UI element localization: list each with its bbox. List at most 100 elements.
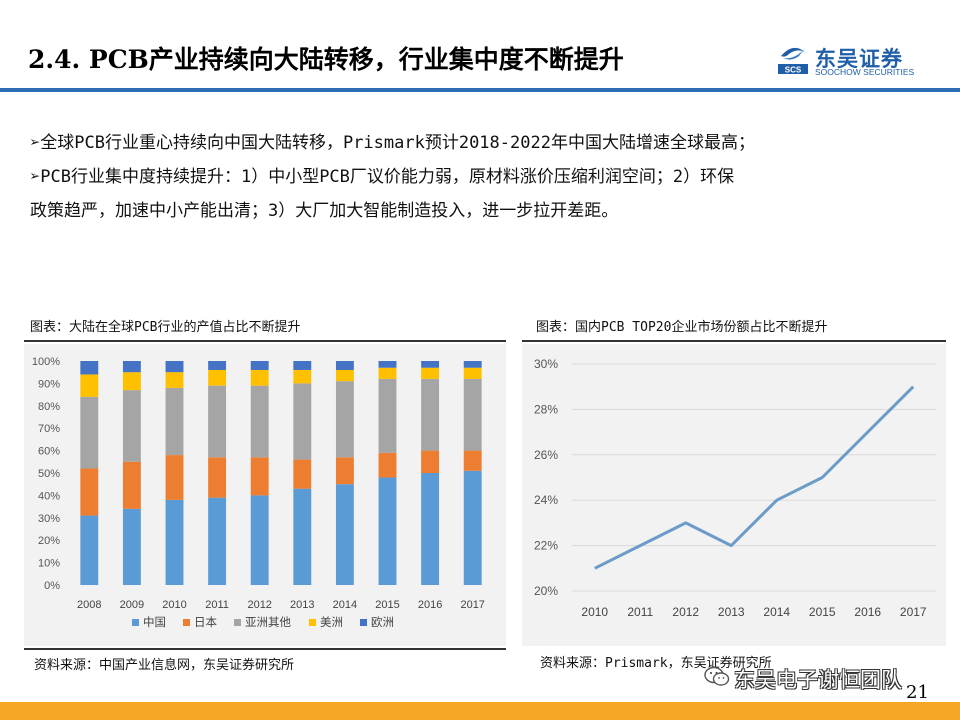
x-tick-label: 2009 bbox=[120, 599, 144, 611]
y-tick-label: 70% bbox=[38, 423, 60, 435]
left-figure-source: 资料来源：中国产业信息网，东吴证券研究所 bbox=[34, 658, 295, 673]
legend-swatch bbox=[132, 619, 139, 626]
bar-segment bbox=[463, 361, 482, 368]
y-tick-label: 90% bbox=[38, 378, 60, 390]
bar-segment bbox=[208, 497, 227, 585]
bar-segment bbox=[208, 361, 227, 370]
bar-segment bbox=[293, 488, 312, 585]
legend-label: 亚洲其他 bbox=[245, 616, 291, 629]
bar-segment bbox=[122, 461, 141, 509]
bullet-text: 全球PCB行业重心持续向中国大陆转移，Prismark预计2018-2022年中… bbox=[40, 133, 755, 153]
soochow-logo-icon: SCS bbox=[778, 47, 808, 75]
x-tick-label: 2010 bbox=[581, 605, 608, 619]
bullet-item: ➢全球PCB行业重心持续向中国大陆转移，Prismark预计2018-2022年… bbox=[30, 126, 940, 160]
y-tick-label: 80% bbox=[38, 401, 60, 413]
watermark-text: 东吴电子谢恒团队 bbox=[734, 668, 902, 692]
x-tick-label: 2014 bbox=[763, 605, 790, 619]
bar-segment bbox=[165, 387, 184, 456]
bullet-text-continued: 政策趋严，加速中小产能出清；3）大厂加大智能制造投入，进一步拉开差距。 bbox=[30, 201, 619, 221]
bar-segment bbox=[250, 385, 269, 458]
x-tick-label: 2017 bbox=[900, 605, 927, 619]
x-tick-label: 2013 bbox=[290, 599, 314, 611]
bar-segment bbox=[421, 361, 440, 368]
bar-segment bbox=[80, 468, 99, 516]
legend-label: 欧洲 bbox=[371, 616, 394, 629]
stacked-bar-chart: 0% 10% 20% 30% 40% 50% 60% 70% 80% 90% 100% 2008 20… bbox=[32, 356, 485, 629]
bar-segment bbox=[335, 484, 354, 585]
bullet-marker-icon: ➢ bbox=[30, 133, 41, 153]
x-tick-label: 2016 bbox=[418, 599, 442, 611]
bar-segment bbox=[80, 515, 99, 585]
x-tick-label: 2008 bbox=[77, 599, 101, 611]
y-tick-label: 10% bbox=[38, 558, 60, 570]
legend-swatch bbox=[360, 619, 367, 626]
line-chart: 20% 22% 24% 26% 28% 30% 2010 2011 2012 2013 2014 2… bbox=[534, 357, 936, 619]
slide-title: 2.4. PCB产业持续向大陆转移，行业集中度不断提升 bbox=[28, 45, 624, 74]
y-tick-label: 100% bbox=[32, 356, 60, 368]
x-tick-label: 2016 bbox=[854, 605, 881, 619]
x-tick-label: 2012 bbox=[672, 605, 699, 619]
bar-segment bbox=[122, 372, 141, 391]
bar-segment bbox=[335, 457, 354, 485]
brand-logo: SCS 东吴证券 SOOCHOW SECURITIES bbox=[777, 42, 937, 78]
bar-segment bbox=[421, 473, 440, 585]
legend-label: 美洲 bbox=[320, 615, 343, 629]
wechat-icon bbox=[704, 666, 730, 686]
y-tick-label: 24% bbox=[534, 493, 558, 507]
logo-name-en: SOOCHOW SECURITIES bbox=[815, 67, 915, 77]
bar-segment bbox=[122, 390, 141, 462]
page-number: 21 bbox=[906, 682, 929, 703]
bar-segment bbox=[250, 361, 269, 370]
bar-segment bbox=[208, 385, 227, 458]
bar-segment bbox=[421, 450, 440, 473]
legend-label: 日本 bbox=[194, 615, 217, 629]
bar-segment bbox=[122, 508, 141, 585]
bar-segment bbox=[378, 361, 397, 368]
bar-segment bbox=[335, 369, 354, 382]
title-divider bbox=[0, 88, 960, 92]
x-tick-label: 2017 bbox=[460, 599, 484, 611]
bar-segment bbox=[122, 361, 141, 373]
bar-segment bbox=[293, 459, 312, 489]
legend-label: 中国 bbox=[143, 616, 166, 629]
bar-segment bbox=[378, 378, 397, 453]
y-tick-label: 22% bbox=[534, 539, 558, 553]
bar-segment bbox=[463, 378, 482, 451]
bar-segment bbox=[165, 372, 184, 388]
x-tick-label: 2011 bbox=[205, 599, 229, 611]
x-tick-label: 2015 bbox=[809, 605, 836, 619]
line-chart-panel: 20% 22% 24% 26% 28% 30% 2010 2011 2012 2013 2014 2… bbox=[522, 344, 946, 646]
logo-mark-text: SCS bbox=[785, 66, 802, 75]
bar-segment bbox=[421, 367, 440, 379]
bar-segment bbox=[463, 470, 482, 585]
right-figure-caption: 图表：国内PCB TOP20企业市场份额占比不断提升 bbox=[536, 320, 828, 335]
left-source-rule bbox=[24, 648, 506, 650]
bar-segment bbox=[250, 457, 269, 496]
bar-segment bbox=[335, 381, 354, 458]
bar-segment bbox=[421, 378, 440, 451]
bar-segment bbox=[165, 455, 184, 500]
y-tick-label: 50% bbox=[38, 468, 60, 480]
bar-segment bbox=[378, 367, 397, 379]
bar-segment bbox=[80, 374, 99, 397]
series-line bbox=[594, 385, 915, 570]
right-caption-rule bbox=[522, 340, 946, 342]
y-tick-label: 40% bbox=[38, 490, 60, 502]
bar-segment bbox=[293, 361, 312, 370]
bar-segment bbox=[165, 499, 184, 585]
bar-segment bbox=[250, 369, 269, 386]
bar-segment bbox=[80, 396, 99, 469]
x-tick-label: 2011 bbox=[627, 605, 653, 619]
y-tick-label: 0% bbox=[44, 580, 60, 592]
bar-segment bbox=[80, 361, 99, 375]
bullet-list: ➢全球PCB行业重心持续向中国大陆转移，Prismark预计2018-2022年… bbox=[30, 126, 940, 228]
bar-segment bbox=[335, 361, 354, 370]
x-tick-label: 2015 bbox=[375, 599, 399, 611]
bullet-text: PCB行业集中度持续提升：1）中小型PCB厂议价能力弱，原材料涨价压缩利润空间；… bbox=[40, 167, 735, 187]
y-tick-label: 28% bbox=[534, 402, 558, 416]
bullet-marker-icon: ➢ bbox=[30, 167, 41, 187]
bar-segment bbox=[165, 361, 184, 373]
left-figure-caption: 图表：大陆在全球PCB行业的产值占比不断提升 bbox=[30, 320, 301, 335]
left-caption-rule bbox=[24, 340, 506, 342]
bullet-item: ➢PCB行业集中度持续提升：1）中小型PCB厂议价能力弱，原材料涨价压缩利润空间… bbox=[30, 160, 940, 194]
